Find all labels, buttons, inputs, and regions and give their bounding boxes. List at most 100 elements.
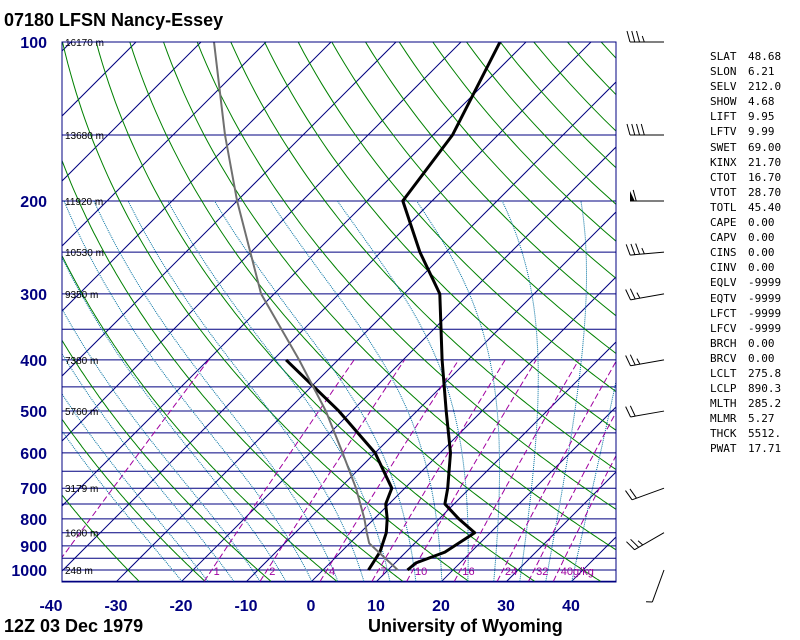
- pressure-tick-label: 500: [20, 404, 47, 421]
- wind-barb: [626, 532, 665, 551]
- moist-adiabat-line: [62, 352, 235, 582]
- moist-adiabat-line: [416, 200, 500, 582]
- index-value: 212.0: [748, 80, 782, 94]
- index-row-lftv: LFTV 9.99: [710, 124, 781, 139]
- index-row-cins: CINS 0.00: [710, 245, 781, 260]
- index-row-swet: SWET 69.00: [710, 140, 781, 155]
- pressure-tick-label: 300: [20, 287, 47, 304]
- wind-barb-feather: [625, 406, 631, 418]
- index-row-mlth: MLTH 285.2: [710, 396, 781, 411]
- dry-adiabat-line: [62, 494, 140, 582]
- wind-barb-staff: [631, 487, 665, 501]
- moist-adiabat-line: [214, 200, 417, 582]
- wind-barb: [626, 30, 664, 43]
- pressure-tick-label: 100: [20, 35, 47, 52]
- index-name: EQLV: [710, 276, 737, 290]
- moist-adiabat-line: [63, 200, 313, 582]
- index-name: LFCT: [710, 306, 737, 320]
- mixing-ratio-label: 32: [536, 566, 548, 578]
- wind-barb-half-feather: [641, 35, 645, 43]
- wind-barb-feather: [632, 189, 637, 202]
- index-value: 9.95: [748, 110, 775, 124]
- index-value: 21.70: [748, 155, 782, 169]
- isotherm-line: [62, 42, 72, 52]
- dry-adiabat-line: [263, 42, 616, 431]
- index-name: MLMR: [710, 412, 737, 426]
- mixing-ratio-line: [552, 454, 616, 582]
- height-label: 9350 m: [65, 290, 98, 301]
- index-row-show: SHOW 4.68: [710, 94, 781, 109]
- temperature-tick-label: 30: [497, 598, 515, 615]
- isotherm-line: [0, 42, 6, 581]
- moist-adiabat-line: [336, 200, 469, 582]
- index-name: LFCV: [710, 321, 737, 335]
- temperature-tick-label: -40: [39, 598, 62, 615]
- mixing-ratio-label: 4: [329, 566, 335, 578]
- index-row-cinv: CINV 0.00: [710, 260, 781, 275]
- mixing-ratio-label: 40g/kg: [561, 566, 594, 578]
- mixing-ratio-line: [371, 359, 506, 582]
- moist-adiabat-line: [62, 307, 261, 582]
- dry-adiabat-line: [162, 42, 616, 551]
- height-label: 3179 m: [65, 484, 98, 495]
- pressure-tick-label: 1000: [11, 563, 47, 580]
- wind-barb: [625, 405, 665, 418]
- index-row-vtot: VTOT 28.70: [710, 185, 781, 200]
- height-label: 16170 m: [65, 38, 104, 49]
- index-row-lclt: LCLT 275.8: [710, 366, 781, 381]
- index-value: 5.27: [748, 412, 775, 426]
- index-value: 0.00: [748, 246, 775, 260]
- mixing-ratio-line: [203, 359, 355, 582]
- isotherm-line: [62, 42, 397, 377]
- dry-adiabat-line: [129, 42, 601, 582]
- index-value: 0.00: [748, 351, 775, 365]
- height-label: 11920 m: [65, 197, 103, 208]
- index-name: SHOW: [710, 95, 737, 109]
- temperature-profile-line: [401, 42, 502, 572]
- moist-adiabat-line: [571, 379, 616, 582]
- wind-barb-feather: [625, 244, 631, 256]
- wind-barb: [625, 243, 665, 256]
- height-label: 1600 m: [65, 529, 98, 540]
- index-name: EQTV: [710, 291, 737, 305]
- wind-barb-feather: [635, 243, 641, 255]
- pressure-tick-label: 700: [20, 481, 47, 498]
- wind-barb-flag: [630, 190, 635, 201]
- height-label: 10530 m: [65, 248, 104, 259]
- parcel-profile-line: [213, 42, 399, 571]
- index-row-lift: LIFT 9.95: [710, 109, 781, 124]
- chart-title: 07180 LFSN Nancy-Essey: [4, 10, 224, 30]
- index-value: 4.68: [748, 95, 775, 109]
- index-name: THCK: [710, 427, 737, 441]
- index-row-eqlv: EQLV -9999: [710, 275, 781, 290]
- index-value: 17.71: [748, 442, 782, 456]
- index-name: SWET: [710, 140, 737, 154]
- wind-barb-feather: [636, 30, 641, 43]
- index-value: 890.3: [748, 382, 782, 396]
- wind-barb-feather: [626, 123, 631, 136]
- index-value: -9999: [748, 291, 782, 305]
- isotherm-line: [376, 341, 616, 582]
- isotherm-line: [441, 406, 616, 582]
- mixing-ratio-line: [319, 359, 460, 582]
- plot-frame: [61, 41, 617, 583]
- wind-barb: [625, 288, 665, 301]
- index-row-thck: THCK 5512.: [710, 426, 781, 441]
- moist-adiabat-line: [127, 200, 365, 582]
- wind-barb-feather: [629, 354, 636, 366]
- isotherm-line: [62, 42, 332, 312]
- moist-adiabat-line: [501, 200, 539, 582]
- isotherm-line: [116, 81, 616, 582]
- mixing-ratio-label: 24: [505, 566, 517, 578]
- wind-barb-feather: [631, 123, 636, 136]
- mixing-ratio-line: [528, 411, 616, 582]
- height-label: 13680 m: [65, 131, 104, 142]
- isotherm-line: [62, 42, 267, 247]
- isotherm-line: [181, 146, 616, 582]
- moist-adiabat-line: [545, 200, 587, 582]
- wind-barb-feather: [625, 289, 631, 301]
- series-layer: [213, 42, 502, 572]
- wind-barb-staff: [651, 569, 665, 603]
- height-label: 5760 m: [65, 407, 98, 418]
